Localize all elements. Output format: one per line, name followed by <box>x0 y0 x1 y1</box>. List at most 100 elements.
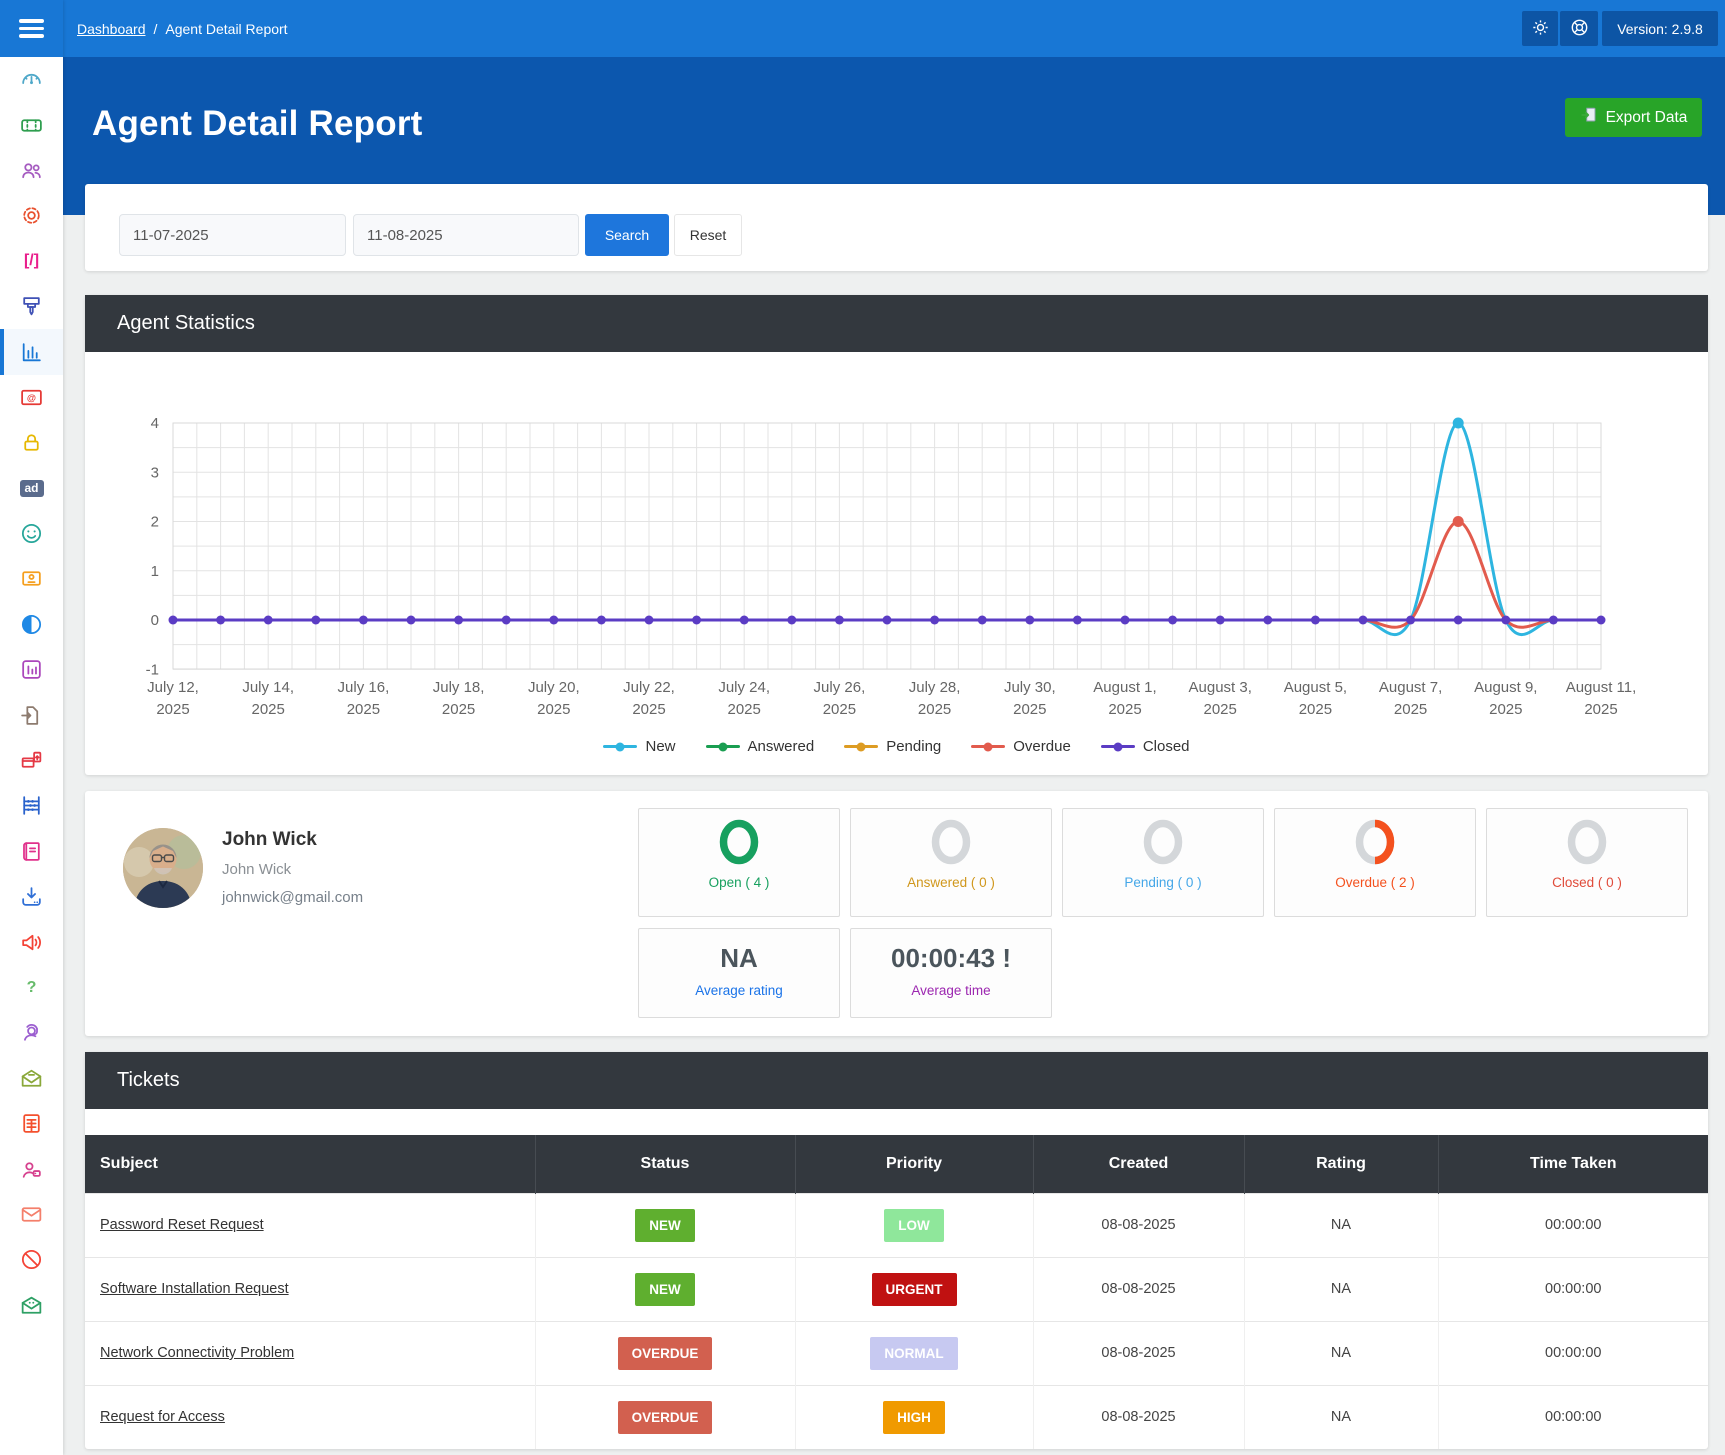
settings-button[interactable] <box>1522 11 1558 46</box>
start-date-input[interactable] <box>119 214 346 256</box>
export-data-button[interactable]: Export Data <box>1565 98 1702 137</box>
sidebar-item-shortcodes[interactable]: [/] <box>0 239 63 284</box>
legend-item-closed[interactable]: Closed <box>1101 738 1190 755</box>
donut-overdue <box>1352 817 1398 867</box>
svg-text:2025: 2025 <box>442 701 475 718</box>
agent-profile-card: John Wick John Wick johnwick@gmail.com O… <box>85 791 1708 1036</box>
svg-text:3: 3 <box>151 464 159 481</box>
rating-cell: NA <box>1244 1385 1438 1449</box>
agent-display-name: John Wick <box>222 861 291 878</box>
sidebar-item-settings[interactable] <box>0 193 63 238</box>
donut-closed <box>1564 817 1610 867</box>
sidebar-item-import[interactable] <box>0 692 63 737</box>
announcements-icon <box>19 930 44 955</box>
reset-button[interactable]: Reset <box>674 214 742 256</box>
sidebar-item-archive[interactable] <box>0 738 63 783</box>
sidebar-nav: [/] @ ad? <box>0 57 63 1328</box>
search-button[interactable]: Search <box>585 214 669 256</box>
legend-item-overdue[interactable]: Overdue <box>971 738 1071 755</box>
rating-cell: NA <box>1244 1193 1438 1257</box>
ticket-subject-link[interactable]: Software Installation Request <box>100 1281 289 1297</box>
sidebar: [/] @ ad? <box>0 0 63 1455</box>
sidebar-item-feedback[interactable] <box>0 511 63 556</box>
theme-icon <box>19 294 44 319</box>
sidebar-item-ads[interactable]: ad <box>0 466 63 511</box>
menu-toggle-button[interactable] <box>0 0 63 57</box>
agent-statistics-title: Agent Statistics <box>117 312 255 335</box>
breadcrumb: Dashboard / Agent Detail Report <box>77 0 288 57</box>
agent-statistics-header: Agent Statistics <box>85 295 1708 352</box>
knowledge-base-icon <box>19 839 44 864</box>
time-taken-cell: 00:00:00 <box>1438 1257 1708 1321</box>
hamburger-icon <box>19 15 44 42</box>
sidebar-item-id-card[interactable] <box>0 556 63 601</box>
settings-icon <box>19 203 44 228</box>
summary-card-answered: Answered ( 0 ) <box>850 808 1052 917</box>
svg-text:2025: 2025 <box>1584 701 1617 718</box>
email-templates-icon: @ <box>19 385 44 410</box>
column-header-rating: Rating <box>1244 1135 1438 1193</box>
sidebar-item-inbox[interactable] <box>0 1056 63 1101</box>
svg-text:1: 1 <box>151 563 159 580</box>
summary-card-label: Overdue ( 2 ) <box>1335 875 1415 890</box>
average-time-value: 00:00:43 ! <box>851 943 1051 974</box>
tickets-panel: Tickets SubjectStatusPriorityCreatedRati… <box>85 1052 1708 1449</box>
sidebar-item-mail-cc[interactable] <box>0 1283 63 1328</box>
end-date-input[interactable] <box>353 214 579 256</box>
svg-text:July 28,: July 28, <box>909 679 961 696</box>
svg-text:July 30,: July 30, <box>1004 679 1056 696</box>
sidebar-item-analytics[interactable] <box>0 647 63 692</box>
svg-text:July 16,: July 16, <box>338 679 390 696</box>
sidebar-item-downloads[interactable] <box>0 874 63 919</box>
rating-cell: NA <box>1244 1321 1438 1385</box>
breadcrumb-dashboard-link[interactable]: Dashboard <box>77 21 146 37</box>
priority-badge: NORMAL <box>870 1337 957 1370</box>
feedback-icon <box>19 521 44 546</box>
donut-pending <box>1140 817 1186 867</box>
sidebar-item-blocked[interactable] <box>0 1237 63 1282</box>
time-taken-cell: 00:00:00 <box>1438 1193 1708 1257</box>
sidebar-item-reports[interactable] <box>0 329 63 374</box>
sidebar-item-support[interactable] <box>0 1010 63 1055</box>
dashboard-icon <box>19 67 44 92</box>
svg-text:August 5,: August 5, <box>1284 679 1347 696</box>
shortcodes-icon: [/] <box>24 252 39 270</box>
archive-icon <box>19 748 44 773</box>
svg-text:2025: 2025 <box>918 701 951 718</box>
sidebar-item-security[interactable] <box>0 420 63 465</box>
legend-item-answered[interactable]: Answered <box>706 738 815 755</box>
sidebar-item-dashboard[interactable] <box>0 57 63 102</box>
svg-text:@: @ <box>27 393 36 403</box>
summary-card-label: Closed ( 0 ) <box>1552 875 1622 890</box>
ticket-subject-link[interactable]: Request for Access <box>100 1409 225 1425</box>
sidebar-item-mail[interactable] <box>0 1192 63 1237</box>
security-icon <box>19 430 44 455</box>
legend-item-new[interactable]: New <box>603 738 675 755</box>
sidebar-item-email-templates[interactable]: @ <box>0 375 63 420</box>
tickets-table-header-row: SubjectStatusPriorityCreatedRatingTime T… <box>85 1135 1708 1193</box>
svg-text:August 3,: August 3, <box>1189 679 1252 696</box>
ticket-subject-link[interactable]: Password Reset Request <box>100 1217 264 1233</box>
gear-icon <box>1530 17 1551 41</box>
legend-item-pending[interactable]: Pending <box>844 738 941 755</box>
sidebar-item-user-tags[interactable] <box>0 1146 63 1191</box>
summary-card-label: Answered ( 0 ) <box>907 875 995 890</box>
agent-name: John Wick <box>222 829 317 851</box>
sidebar-item-abacus[interactable] <box>0 783 63 828</box>
sidebar-item-faq[interactable]: ? <box>0 965 63 1010</box>
downloads-icon <box>19 884 44 909</box>
sidebar-item-tickets[interactable] <box>0 102 63 147</box>
sidebar-item-invoices[interactable] <box>0 1101 63 1146</box>
sidebar-item-theme[interactable] <box>0 284 63 329</box>
svg-text:August 7,: August 7, <box>1379 679 1442 696</box>
sidebar-item-knowledge-base[interactable] <box>0 829 63 874</box>
sidebar-item-contrast[interactable] <box>0 602 63 647</box>
summary-card-open: Open ( 4 ) <box>638 808 840 917</box>
abacus-icon <box>19 793 44 818</box>
sidebar-item-announcements[interactable] <box>0 919 63 964</box>
svg-text:2025: 2025 <box>156 701 189 718</box>
help-button[interactable] <box>1560 11 1598 46</box>
svg-text:August 9,: August 9, <box>1474 679 1537 696</box>
ticket-subject-link[interactable]: Network Connectivity Problem <box>100 1345 294 1361</box>
sidebar-item-users[interactable] <box>0 148 63 193</box>
